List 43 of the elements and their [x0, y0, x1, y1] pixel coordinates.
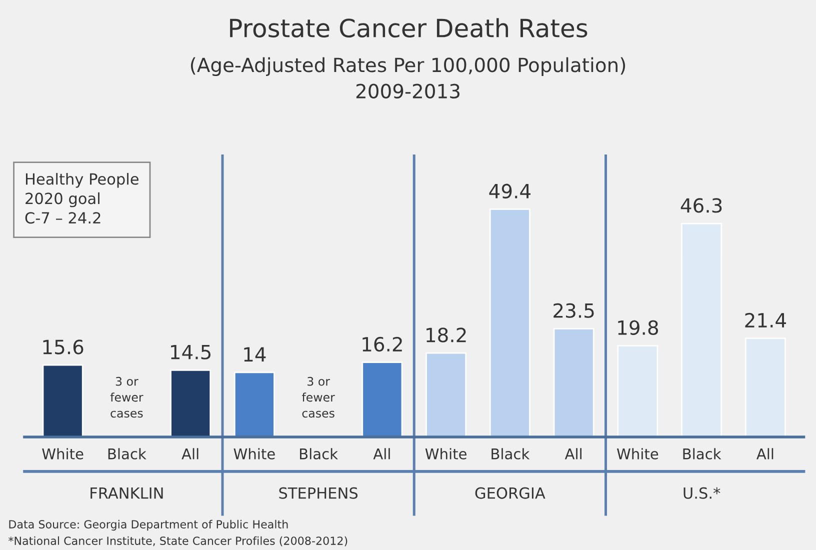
data-label: 49.4 [489, 184, 530, 199]
chart-title: Prostate Cancer Death Rates [230, 18, 588, 38]
annotation: Healthy People 2020 goal C-7 – 24.2 [25, 172, 138, 224]
data-label: 15.6 [43, 340, 84, 354]
bar [553, 328, 594, 437]
data-label: 21.4 [745, 312, 786, 328]
x-tick-label: All [564, 448, 582, 460]
data-label: 14.5 [171, 344, 211, 360]
data-label: 16.2 [362, 336, 402, 352]
x-tick-label: White [425, 448, 466, 460]
bar [617, 345, 658, 437]
bar [744, 338, 786, 437]
x-tick-label: Black [108, 448, 146, 460]
x-tick-label: Black [300, 448, 338, 460]
text: GEORGIA [475, 487, 546, 499]
bar [426, 352, 467, 437]
x-tick-label: All [182, 448, 198, 460]
x-tick-label: White [616, 448, 658, 460]
bar [362, 362, 403, 437]
x-tick-label: All [756, 448, 774, 460]
x-tick-label: Black [683, 448, 722, 460]
annotation: 3 or fewer cases [302, 376, 335, 418]
data-label: 14 [244, 347, 266, 362]
annotation: 3 or fewer cases [110, 376, 144, 418]
chart-subtitle: (Age-Adjusted Rates Per 100,000 Population) 2009-2013 [190, 57, 626, 98]
data-label: 18.2 [426, 328, 466, 342]
x-tick-label: All [373, 448, 390, 460]
source-note: Data Source: Georgia Department of Public Health [9, 520, 288, 531]
x-tick-label: White [234, 448, 275, 460]
text: *National Cancer Institute, State Cancer Profiles (2008-2012) [8, 536, 348, 546]
bar [170, 369, 212, 437]
data-label: 46.3 [680, 198, 722, 213]
data-label: 19.8 [618, 320, 658, 335]
x-tick-label: White [42, 448, 84, 460]
x-tick-label: Black [492, 448, 530, 460]
data-label: 23.5 [554, 303, 594, 318]
bar [681, 222, 722, 437]
bar [42, 364, 84, 437]
text: STEPHENS [279, 487, 358, 499]
bar [489, 208, 530, 437]
bar [234, 372, 275, 437]
text: FRANKLIN [90, 487, 163, 499]
text: U.S.* [684, 487, 720, 499]
